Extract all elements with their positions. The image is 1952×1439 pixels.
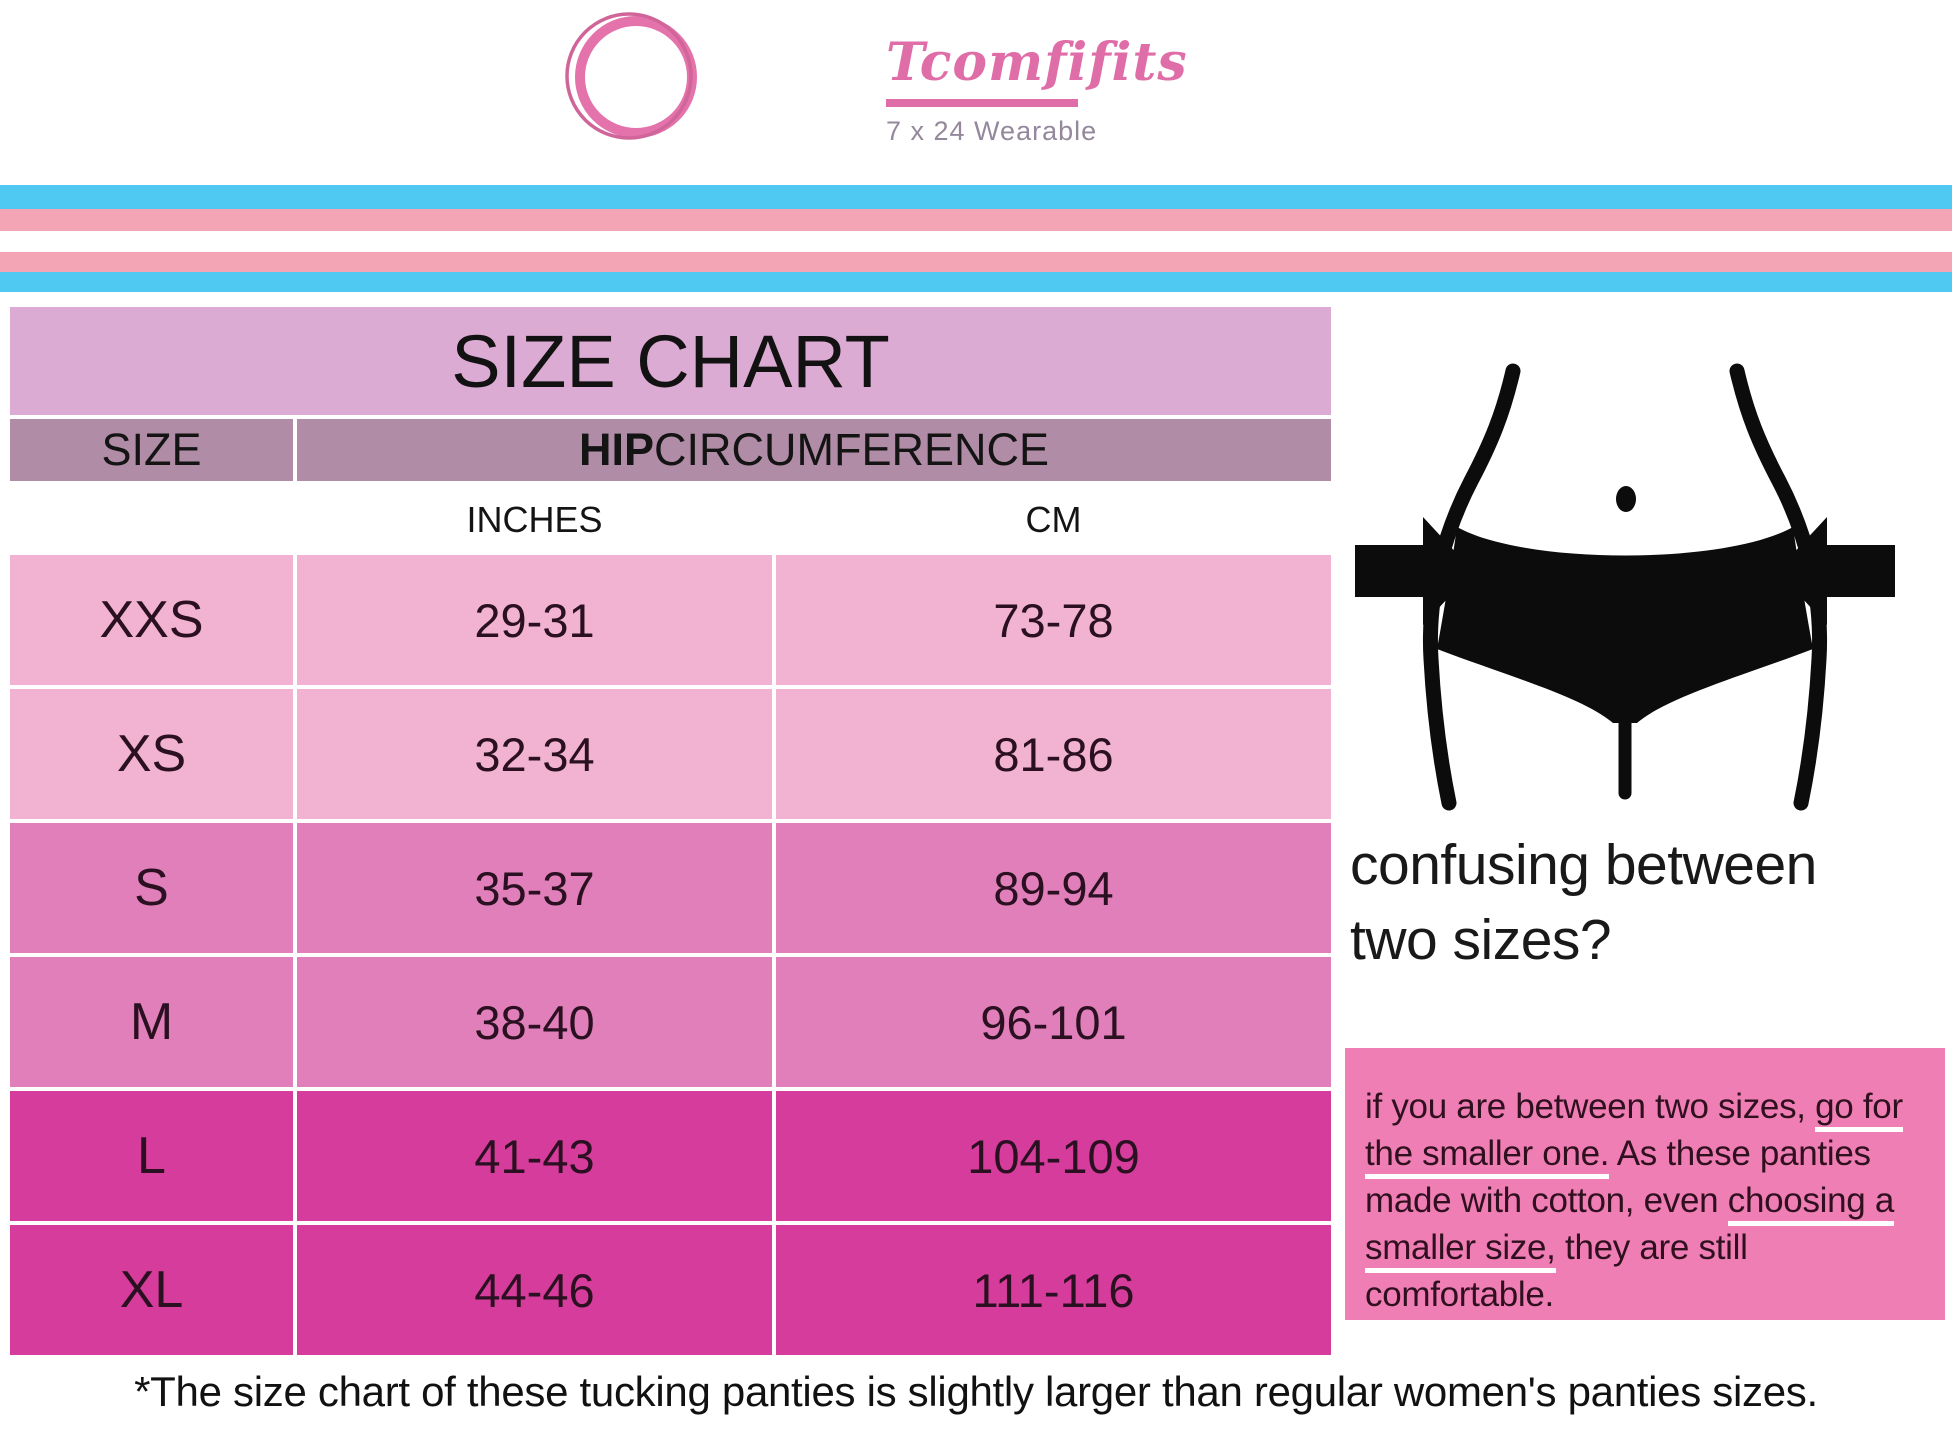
cell-cm: 73-78 (776, 555, 1331, 685)
header-size: SIZE (10, 419, 293, 481)
unit-empty (10, 484, 293, 555)
unit-inches: INCHES (466, 498, 603, 540)
footnote: *The size chart of these tucking panties… (134, 1368, 1818, 1415)
table-row: XXS 29-31 73-78 (10, 555, 1331, 685)
note-underlined-phrase: choosing a smaller size, (1365, 1180, 1894, 1273)
note-phrase: if you are between two sizes, (1365, 1087, 1816, 1126)
flag-stripes (0, 185, 1952, 292)
arrow-left-icon (1777, 517, 1895, 625)
note-phrase: they are still comfortable. (1365, 1227, 1748, 1314)
arrow-right-icon (1355, 517, 1473, 625)
table-row: L 41-43 104-109 (10, 1091, 1331, 1221)
note-text: if you are between two sizes, go for the… (1365, 1084, 1927, 1318)
header-hip-bold: HIP (578, 424, 654, 475)
cell-size: XL (10, 1225, 293, 1355)
cell-inches: 41-43 (297, 1091, 772, 1221)
note-box: if you are between two sizes, go for the… (1345, 1048, 1945, 1320)
size-chart-table: SIZE CHART SIZE HIP CIRCUMFERENCE INCHES… (10, 307, 1331, 1355)
table-row: XS 32-34 81-86 (10, 689, 1331, 819)
note-phrase: As these panties made with cotton, even (1365, 1133, 1871, 1220)
note-underlined-phrase: go for the smaller one. (1365, 1087, 1903, 1179)
brand-name: Tcomfifits (886, 32, 1188, 93)
cell-size: S (10, 823, 293, 953)
cell-inches: 38-40 (297, 957, 772, 1087)
brand-rule (886, 99, 1078, 108)
table-title: SIZE CHART (10, 307, 1331, 415)
cell-cm: 81-86 (776, 689, 1331, 819)
table-row: XL 44-46 111-116 (10, 1225, 1331, 1355)
header-hip-rest: CIRCUMFERENCE (654, 424, 1050, 475)
brand-logo-circle-icon (565, 12, 697, 140)
table-row: S 35-37 89-94 (10, 823, 1331, 953)
cell-size: XS (10, 689, 293, 819)
navel-dot (1616, 486, 1636, 512)
cell-inches: 32-34 (297, 689, 772, 819)
cell-inches: 35-37 (297, 823, 772, 953)
panty-silhouette (1437, 527, 1813, 723)
brand-tagline: 7 x 24 Wearable (886, 116, 1098, 147)
cell-size: M (10, 957, 293, 1087)
flag-stripe (0, 209, 1952, 231)
cell-cm: 89-94 (776, 823, 1331, 953)
flag-stripe (0, 185, 1952, 209)
unit-cm: CM (1025, 498, 1082, 540)
flag-stripe (0, 252, 1952, 272)
question-text: confusing between two sizes? (1350, 833, 1817, 973)
header-hip-circumference: HIP CIRCUMFERENCE (297, 419, 1331, 481)
cell-cm: 96-101 (776, 957, 1331, 1087)
brand-block: Tcomfifits 7 x 24 Wearable (886, 32, 1188, 147)
cell-inches: 29-31 (297, 555, 772, 685)
hips-panty-icon (1355, 363, 1895, 811)
cell-cm: 111-116 (776, 1225, 1331, 1355)
table-header-row: SIZE HIP CIRCUMFERENCE (10, 419, 1331, 481)
cell-size: XXS (10, 555, 293, 685)
cell-cm: 104-109 (776, 1091, 1331, 1221)
cell-inches: 44-46 (297, 1225, 772, 1355)
flag-stripe (0, 231, 1952, 252)
cell-size: L (10, 1091, 293, 1221)
table-row: M 38-40 96-101 (10, 957, 1331, 1087)
table-rows: XXS 29-31 73-78 XS 32-34 81-86 S 35-37 89-94 M 38-… (10, 555, 1331, 1355)
flag-stripe (0, 272, 1952, 292)
table-unit-row: INCHES CM (10, 484, 1331, 555)
